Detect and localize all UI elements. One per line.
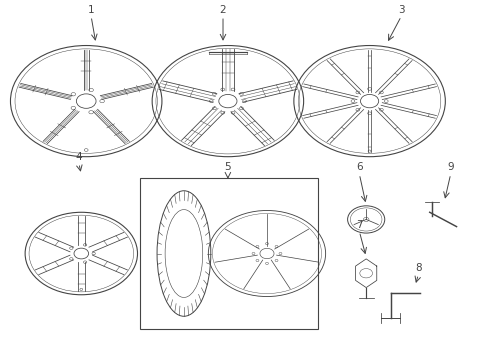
Text: 4: 4 bbox=[75, 152, 82, 162]
Text: 6: 6 bbox=[356, 162, 363, 172]
Text: 7: 7 bbox=[356, 220, 363, 230]
Text: 5: 5 bbox=[224, 162, 231, 172]
Text: 3: 3 bbox=[398, 5, 405, 15]
Text: 9: 9 bbox=[447, 162, 454, 172]
Text: 8: 8 bbox=[415, 263, 422, 273]
Text: 2: 2 bbox=[220, 5, 226, 15]
Text: 1: 1 bbox=[88, 5, 95, 15]
Bar bbox=[140, 178, 318, 329]
